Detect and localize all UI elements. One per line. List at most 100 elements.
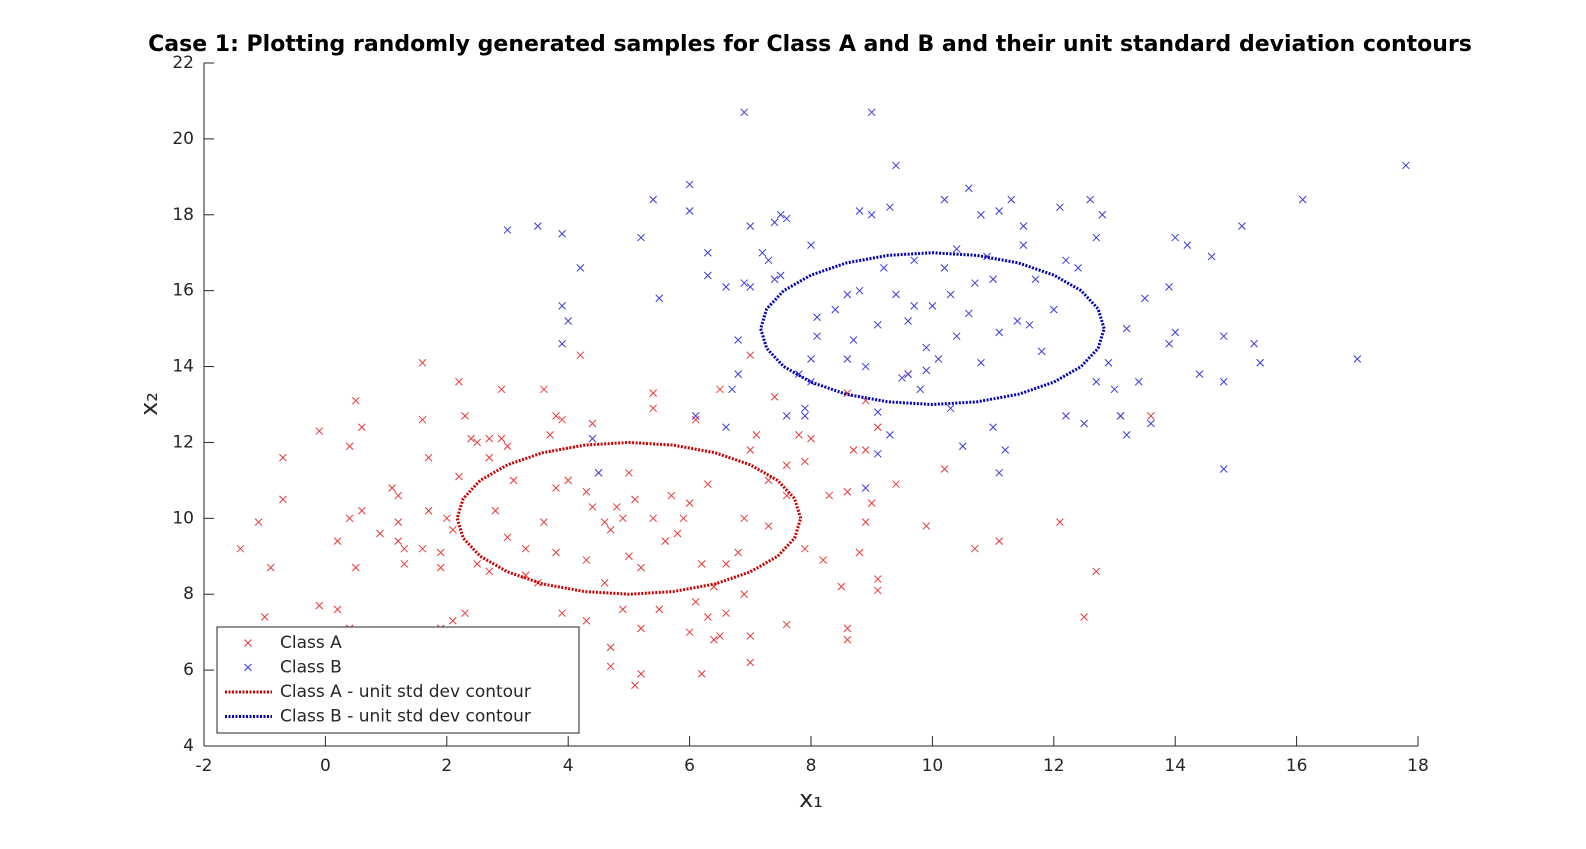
scatter-point xyxy=(655,605,664,614)
scatter-point xyxy=(606,662,615,671)
scatter-point xyxy=(279,495,287,504)
scatter-point xyxy=(400,544,409,553)
scatter-point xyxy=(497,385,506,394)
scatter-point xyxy=(357,506,366,515)
scatter-point xyxy=(315,601,324,610)
legend-label: Class B xyxy=(280,658,342,678)
scatter-point xyxy=(776,210,785,219)
scatter-point xyxy=(388,484,397,492)
scatter-point xyxy=(801,544,809,553)
scatter-point xyxy=(1250,339,1258,348)
scatter-point xyxy=(315,427,324,435)
scatter-point xyxy=(436,548,445,557)
scatter-point xyxy=(843,355,852,363)
scatter-point xyxy=(940,264,949,272)
scatter-point xyxy=(442,514,451,523)
scatter-point xyxy=(873,423,882,432)
y-tick-label: 4 xyxy=(183,736,194,756)
scatter-point xyxy=(1092,567,1101,576)
y-tick-label: 8 xyxy=(183,584,194,604)
scatter-point xyxy=(637,624,645,633)
y-tick-label: 20 xyxy=(172,129,194,149)
scatter-point xyxy=(801,404,809,413)
scatter-point xyxy=(928,301,937,310)
scatter-point xyxy=(588,419,597,428)
scatter-point xyxy=(995,328,1004,337)
scatter-point xyxy=(1116,412,1125,420)
legend-label: Class A - unit std dev contour xyxy=(280,682,531,702)
scatter-point xyxy=(606,525,615,534)
x-tick-label: -2 xyxy=(196,756,213,776)
scatter-point xyxy=(886,431,894,439)
scatter-point xyxy=(1165,283,1173,291)
scatter-point xyxy=(910,301,919,310)
scatter-point xyxy=(1353,355,1362,363)
scatter-point xyxy=(582,556,591,564)
legend-label: Class A xyxy=(280,633,342,653)
scatter-point xyxy=(576,264,585,272)
scatter-point xyxy=(1207,252,1216,261)
scatter-point xyxy=(807,434,815,443)
x-tick-label: 4 xyxy=(563,756,574,776)
scatter-point xyxy=(855,286,864,295)
scatter-point xyxy=(279,453,287,462)
scatter-point xyxy=(989,275,997,284)
scatter-point xyxy=(473,560,482,568)
scatter-point xyxy=(673,529,682,538)
scatter-point xyxy=(1074,264,1082,272)
scatter-point xyxy=(795,370,803,378)
scatter-point xyxy=(418,358,427,367)
scatter-point xyxy=(764,522,773,530)
scatter-point xyxy=(394,537,403,545)
scatter-point xyxy=(740,590,749,599)
scatter-point xyxy=(376,529,384,538)
scatter-point xyxy=(357,423,366,432)
y-tick-label: 10 xyxy=(172,508,194,528)
scatter-point xyxy=(558,415,566,424)
scatter-point xyxy=(916,385,925,394)
scatter-point xyxy=(394,491,403,500)
scatter-point xyxy=(746,283,755,291)
scatter-point xyxy=(333,605,342,614)
scatter-point xyxy=(746,446,755,454)
x-tick-label: 0 xyxy=(320,756,331,776)
scatter-point xyxy=(722,609,730,618)
scatter-point xyxy=(564,317,573,325)
scatter-point xyxy=(910,256,919,265)
scatter-point xyxy=(649,195,658,204)
scatter-point xyxy=(461,609,469,618)
scatter-point xyxy=(473,438,482,447)
scatter-point xyxy=(995,537,1004,545)
scatter-point xyxy=(782,620,791,629)
scatter-point xyxy=(710,635,718,644)
scatter-point xyxy=(1104,358,1113,367)
scatter-point xyxy=(491,506,500,515)
scatter-point xyxy=(351,396,360,405)
y-tick-label: 16 xyxy=(172,281,194,301)
scatter-point xyxy=(971,279,979,287)
scatter-point xyxy=(697,670,706,678)
scatter-point xyxy=(418,544,427,553)
scatter-point xyxy=(679,514,688,523)
scatter-point xyxy=(1147,412,1155,420)
scatter-point xyxy=(958,442,967,451)
x-tick-label: 10 xyxy=(922,756,944,776)
scatter-point xyxy=(740,108,749,117)
y-axis-label: x₂ xyxy=(135,392,163,416)
scatter-point xyxy=(485,567,494,576)
scatter-point xyxy=(685,207,694,215)
scatter-point xyxy=(1001,446,1010,454)
scatter-point xyxy=(746,222,755,231)
scatter-point xyxy=(825,491,834,500)
scatter-point xyxy=(485,453,494,462)
scatter-point xyxy=(1007,195,1016,204)
scatter-point xyxy=(637,233,645,242)
legend-symbol xyxy=(244,663,252,672)
scatter-point xyxy=(606,643,615,652)
scatter-point xyxy=(922,522,931,530)
scatter-point xyxy=(703,613,712,621)
scatter-point xyxy=(849,446,858,454)
scatter-point xyxy=(564,476,573,485)
scatter-point xyxy=(649,514,658,523)
